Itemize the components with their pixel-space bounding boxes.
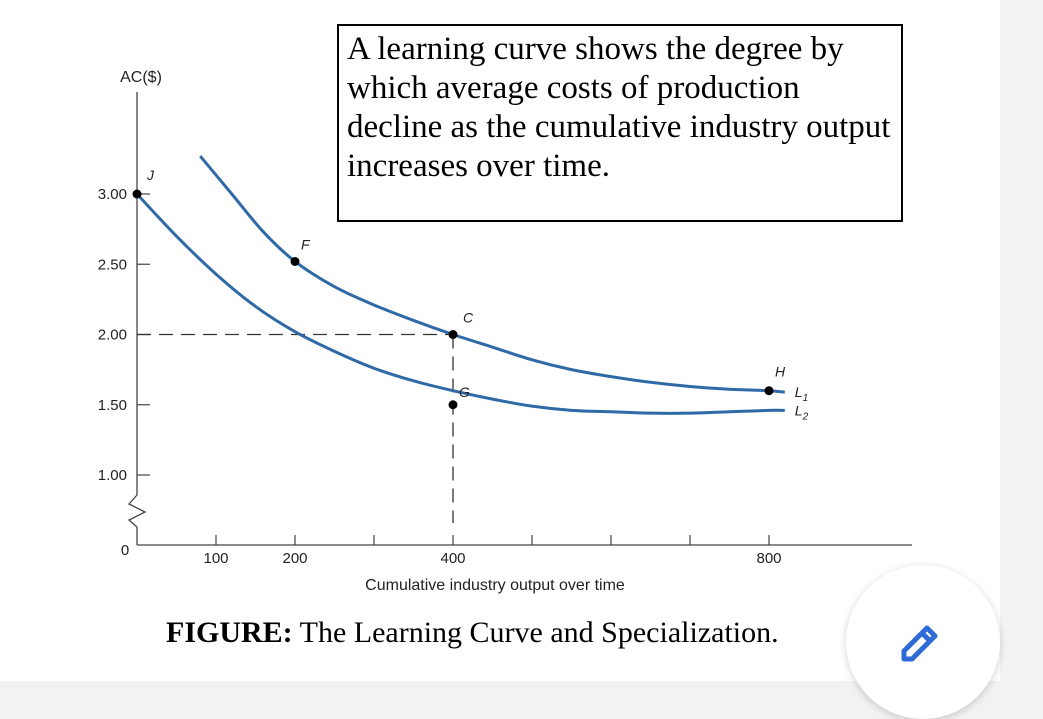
point-C: [448, 330, 458, 339]
caption-prefix: FIGURE:: [166, 616, 293, 649]
y-tick-label: 1.00: [98, 467, 127, 484]
point-G: [448, 400, 458, 410]
curve-label-L1: L1: [795, 384, 808, 404]
point-label-F: F: [301, 236, 311, 252]
x-tick-label: 400: [440, 550, 465, 567]
x-tick-label: 800: [756, 550, 781, 567]
y-tick-label: 2.00: [98, 327, 127, 344]
point-label-H: H: [775, 364, 786, 380]
point-label-G: G: [459, 384, 470, 400]
curve-L1: [199, 155, 785, 394]
y-tick-label: 2.50: [98, 256, 127, 273]
x-tick-label: 100: [203, 550, 228, 567]
pencil-icon: [901, 625, 938, 662]
point-label-J: J: [146, 167, 155, 183]
learning-curve-chart: 1.00 1.50 2.00 2.50 3.00 0 100 200 400 800 AC($) Cu…: [98, 69, 912, 594]
edit-button[interactable]: [846, 565, 1000, 719]
caption-text: The Learning Curve and Specialization.: [292, 616, 779, 649]
point-J: [132, 189, 142, 199]
origin-label: 0: [121, 542, 129, 559]
y-axis-break: [127, 494, 147, 528]
x-tick-label: 200: [282, 550, 307, 567]
x-axis-title: Cumulative industry output over time: [365, 577, 625, 594]
curve-L2: [135, 192, 785, 415]
point-H: [764, 386, 774, 396]
point-label-C: C: [463, 310, 474, 326]
y-axis-title: AC($): [120, 69, 162, 86]
document-page: 1.00 1.50 2.00 2.50 3.00 0 100 200 400 800 AC($) Cu…: [0, 0, 1000, 681]
annotation-text: A learning curve shows the degree by whi…: [347, 31, 891, 184]
y-tick-label: 1.50: [98, 397, 127, 414]
curve-label-L2: L2: [795, 402, 809, 422]
y-tick-label: 3.00: [98, 186, 127, 203]
annotation-box: A learning curve shows the degree by whi…: [337, 24, 903, 222]
figure-caption: FIGURE: The Learning Curve and Specializ…: [166, 616, 779, 650]
point-F: [290, 256, 300, 266]
